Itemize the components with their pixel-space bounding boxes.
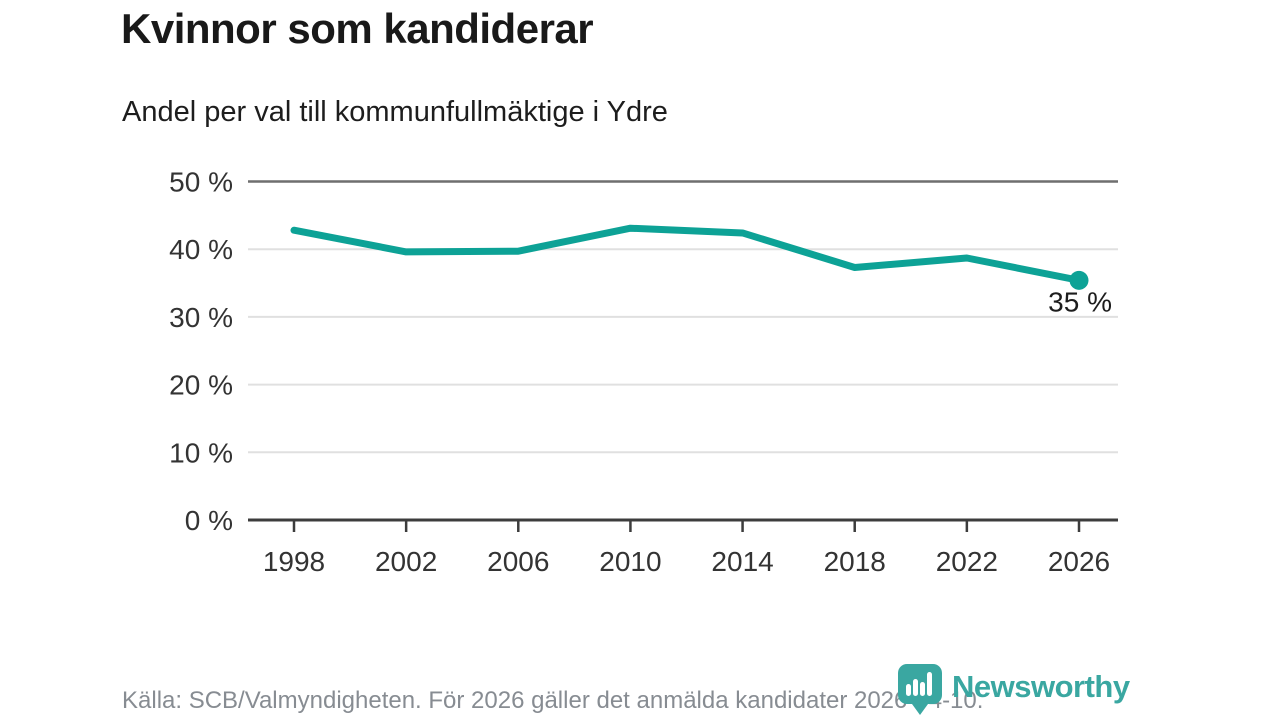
x-tick-label: 2010 [599, 546, 661, 577]
x-tick-label: 2022 [936, 546, 998, 577]
x-tick-label: 2002 [375, 546, 437, 577]
x-tick-label: 1998 [263, 546, 325, 577]
y-tick-label: 20 % [169, 370, 233, 401]
newsworthy-logo: Newsworthy [897, 663, 1130, 717]
newsworthy-wordmark: Newsworthy [952, 669, 1130, 704]
bar-3 [920, 682, 925, 696]
chart-title: Kvinnor som kandiderar [121, 5, 594, 52]
bar-4 [927, 672, 932, 696]
data-line [290, 224, 1083, 284]
x-tick-label: 2014 [711, 546, 773, 577]
source-text: Källa: SCB/Valmyndigheten. För 2026 gäll… [122, 687, 984, 714]
chart-speech-bubble-icon [898, 664, 942, 715]
x-tick-label: 2026 [1048, 546, 1110, 577]
y-tick-label: 40 % [169, 234, 233, 265]
bar-2 [913, 679, 918, 696]
chart-subtitle: Andel per val till kommunfullmäktige i Y… [122, 96, 668, 128]
bar-1 [906, 684, 911, 696]
end-point-dot [1069, 270, 1089, 290]
x-tick-label: 2006 [487, 546, 549, 577]
y-tick-label: 0 % [185, 505, 233, 536]
y-tick-label: 30 % [169, 302, 233, 333]
y-tick-label: 10 % [169, 437, 233, 468]
x-tick-label: 2018 [824, 546, 886, 577]
end-value-label: 35 % [1048, 286, 1112, 317]
y-tick-label: 50 % [169, 167, 233, 198]
